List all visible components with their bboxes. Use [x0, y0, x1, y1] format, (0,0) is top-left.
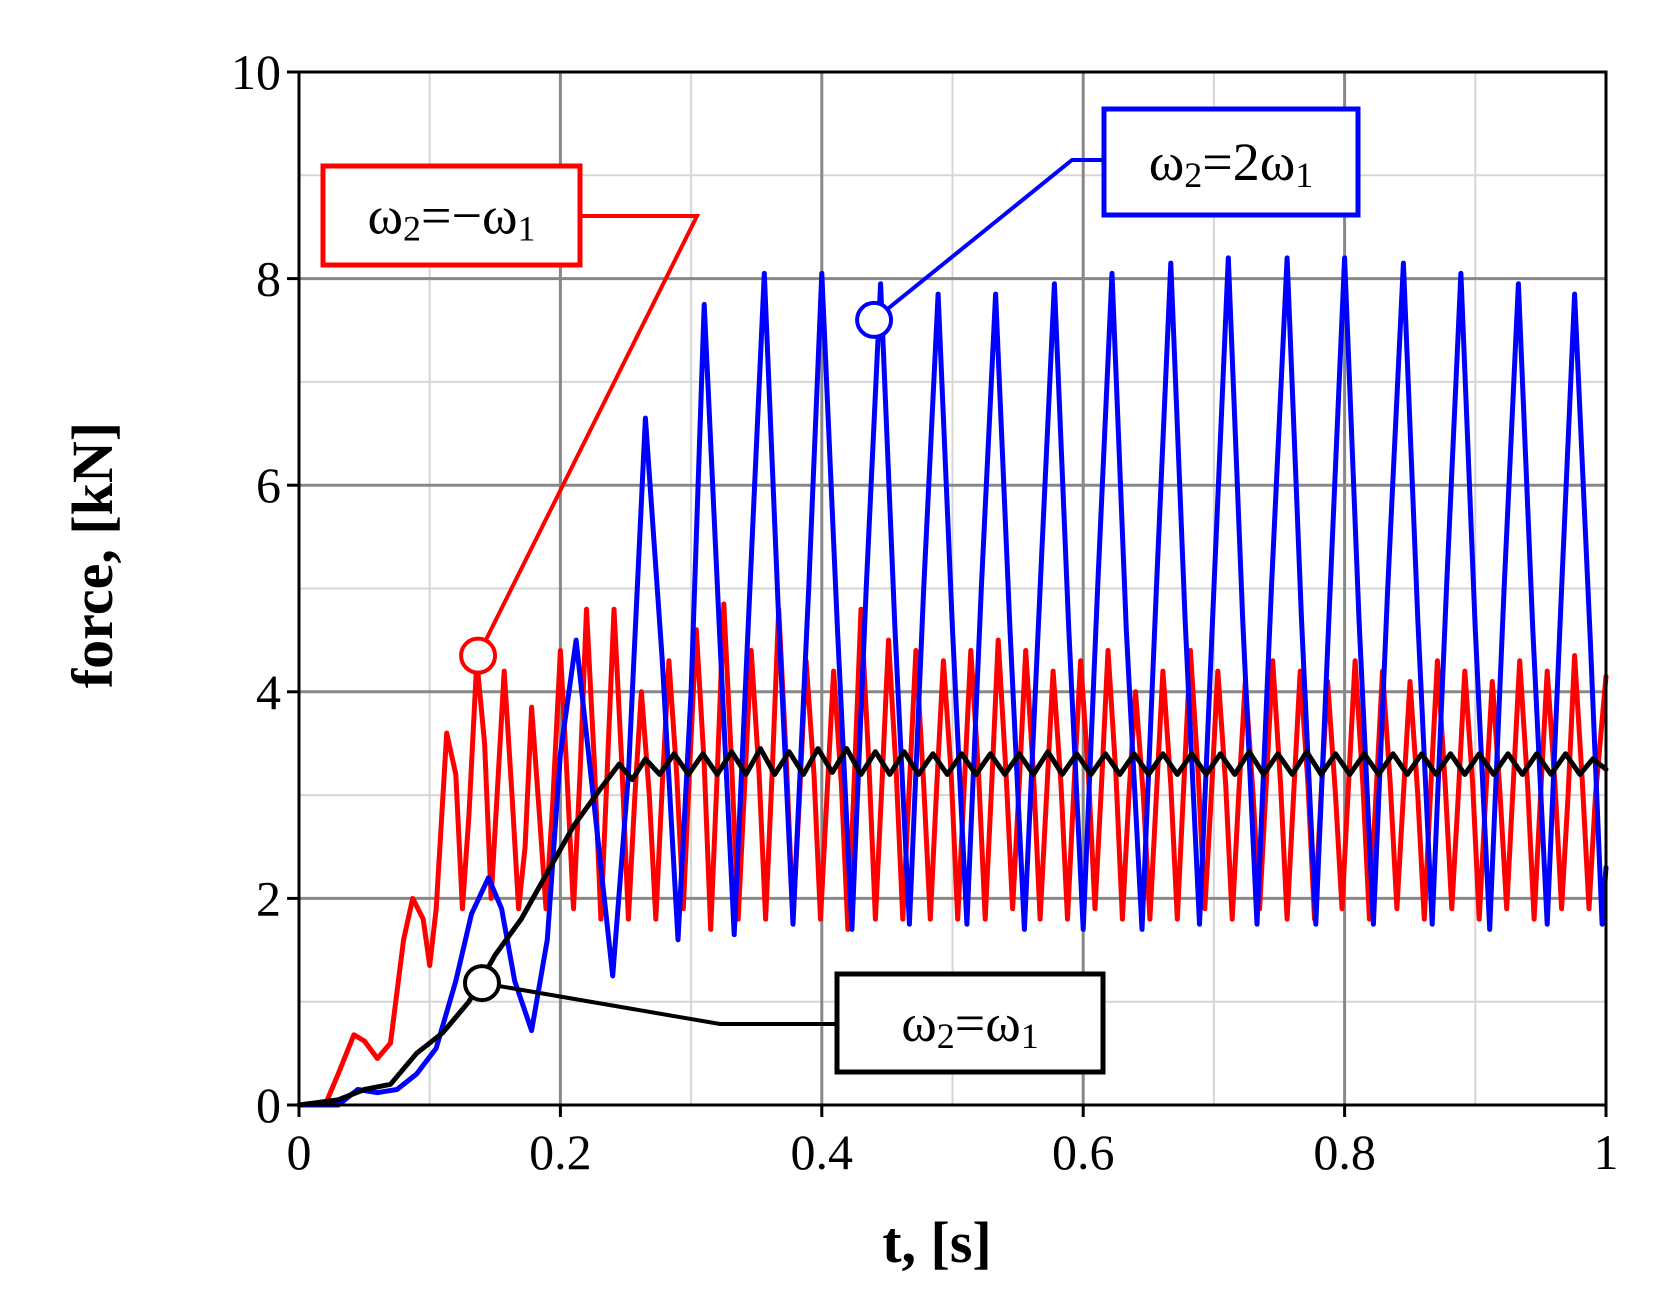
- x-tick-label: 0.6: [1052, 1124, 1115, 1180]
- callout-leader-0: [476, 214, 701, 657]
- y-tick-label: 8: [256, 251, 281, 307]
- callout-marker-1: [855, 300, 894, 339]
- series-label-part: 2: [403, 209, 421, 249]
- series-label-part: ω: [1260, 132, 1296, 192]
- y-tick-label: 0: [256, 1077, 281, 1133]
- series-label-part: ω: [482, 186, 518, 246]
- series-label-part: =−: [421, 186, 482, 246]
- series-label-0: ω2=−ω1: [367, 186, 535, 249]
- x-tick-label: 0.4: [791, 1124, 854, 1180]
- callout-marker-0: [459, 636, 498, 675]
- series-line-1: [296, 255, 1609, 1108]
- x-tick-label: 0: [287, 1124, 312, 1180]
- callout-box-2: [834, 971, 1106, 1075]
- series-label-part: ω: [1149, 132, 1185, 192]
- x-tick-label: 0.2: [529, 1124, 592, 1180]
- series-label-part: 1: [1021, 1016, 1039, 1056]
- y-axis-label: force, [kN]: [60, 422, 125, 688]
- series-line-2: [296, 746, 1609, 1108]
- callout-leader-1: [872, 158, 1104, 322]
- x-tick-label: 1: [1594, 1124, 1619, 1180]
- series-label-part: 1: [1295, 155, 1313, 195]
- series-label-part: 2: [937, 1016, 955, 1056]
- series-layer: [296, 255, 1609, 1108]
- x-tick-label: 0.8: [1313, 1124, 1376, 1180]
- y-tick-label: 10: [231, 44, 281, 100]
- series-label-part: =: [1202, 132, 1232, 192]
- series-label-1: ω2=2ω1: [1149, 132, 1314, 195]
- callout-box-0: [320, 163, 583, 268]
- series-label-part: ω: [901, 993, 937, 1053]
- y-tick-label: 6: [256, 457, 281, 513]
- callout-leader-2: [481, 981, 837, 1026]
- callout-marker-2: [462, 964, 501, 1003]
- series-label-part: ω: [367, 186, 403, 246]
- series-label-part: 2: [1184, 155, 1202, 195]
- y-tick-label: 2: [256, 870, 281, 926]
- y-tick-label: 4: [256, 664, 281, 720]
- series-label-part: ω: [985, 993, 1021, 1053]
- series-label-part: 2: [1233, 132, 1260, 192]
- x-axis-label: t, [s]: [882, 1210, 992, 1275]
- series-label-part: =: [955, 993, 985, 1053]
- series-label-part: 1: [518, 209, 536, 249]
- plot-frame: [297, 70, 1608, 1107]
- series-line-0: [296, 601, 1609, 1108]
- series-label-2: ω2=ω1: [901, 993, 1039, 1056]
- callout-box-1: [1101, 106, 1361, 218]
